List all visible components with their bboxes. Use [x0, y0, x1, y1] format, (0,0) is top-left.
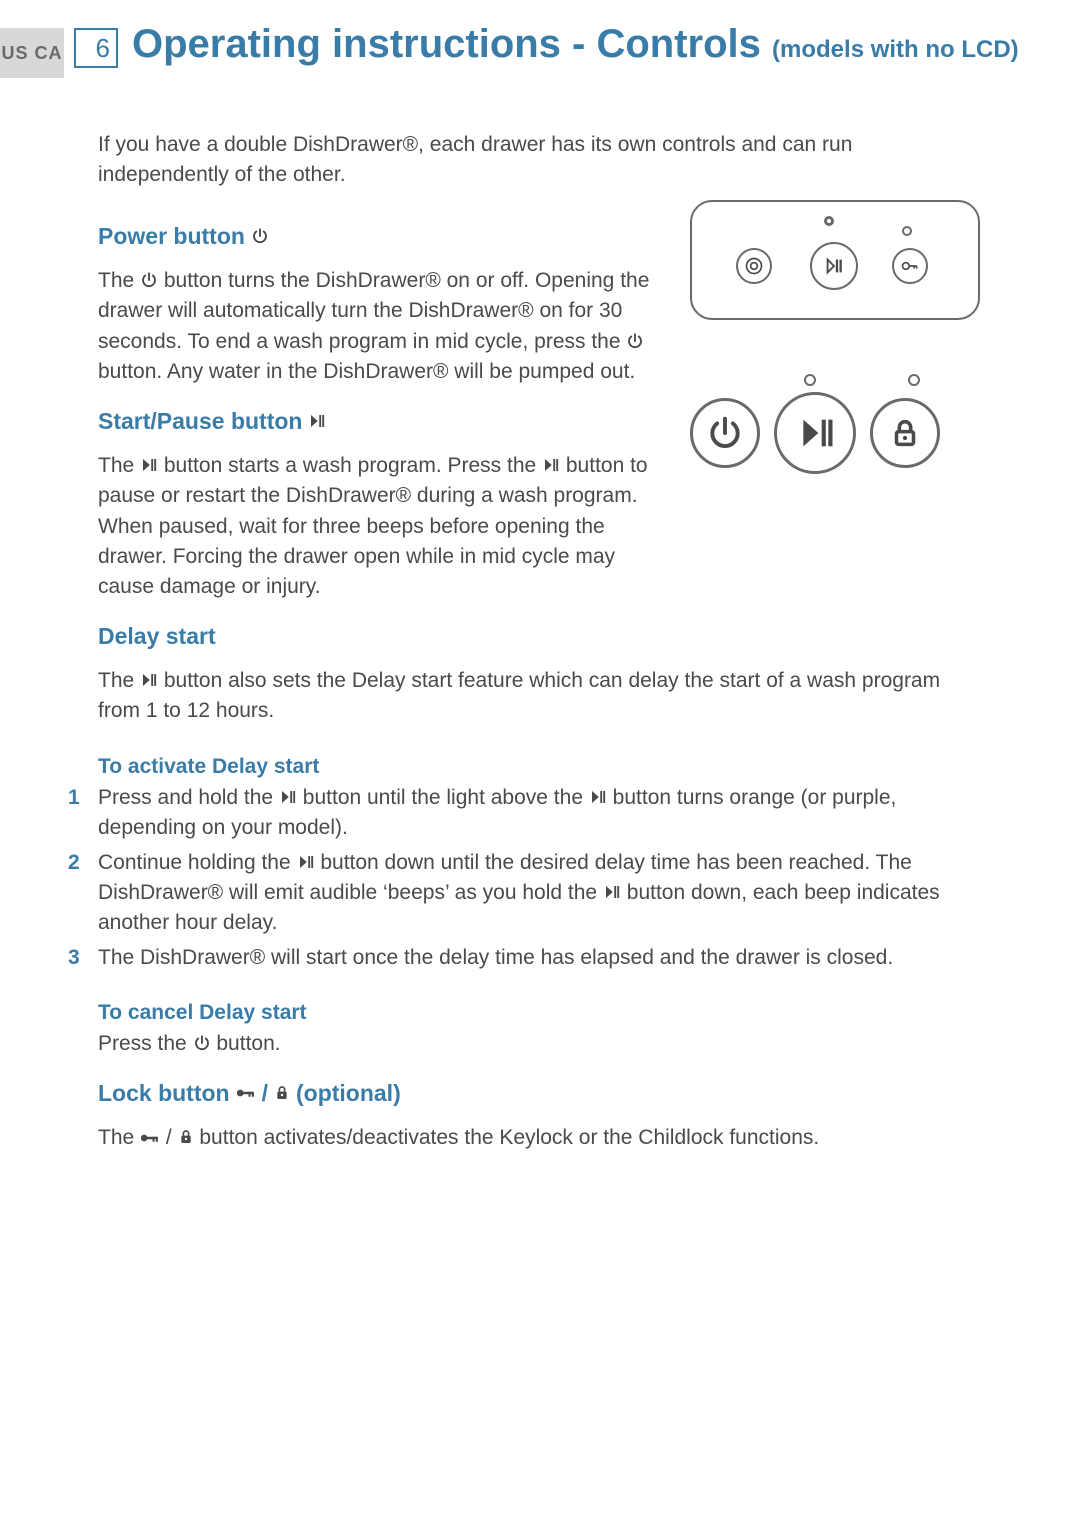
t: The — [98, 269, 140, 292]
power-body: The button turns the DishDrawer® on or o… — [98, 266, 668, 388]
play-pause-icon — [297, 853, 315, 871]
power-heading: Power button — [98, 223, 978, 250]
power-heading-text: Power button — [98, 223, 245, 250]
t: button. Any water in the DishDrawer® wil… — [98, 360, 635, 383]
t: Press and hold the — [98, 786, 279, 809]
delay-heading: Delay start — [98, 623, 978, 650]
power-icon — [626, 332, 644, 350]
step-number: 1 — [68, 783, 80, 813]
page-content: If you have a double DishDrawer®, each d… — [98, 130, 978, 1173]
cancel-heading: To cancel Delay start — [98, 1001, 978, 1025]
t: Continue holding the — [98, 851, 297, 874]
activate-heading: To activate Delay start — [98, 755, 978, 779]
power-icon — [193, 1034, 211, 1052]
t: button until the light above the — [297, 786, 589, 809]
play-pause-icon — [308, 412, 326, 430]
region-tab: US CA — [0, 28, 64, 78]
key-icon — [140, 1130, 160, 1146]
t: button starts a wash program. Press the — [158, 454, 542, 477]
t: button. — [211, 1032, 281, 1055]
step-3: 3 The DishDrawer® will start once the de… — [68, 943, 978, 973]
step-1: 1 Press and hold the button until the li… — [68, 783, 978, 844]
lock-heading: Lock button / (optional) — [98, 1080, 978, 1107]
power-icon — [251, 227, 269, 245]
t: Lock button — [98, 1080, 230, 1107]
t: button turns the DishDrawer® on or off. … — [98, 269, 649, 353]
padlock-icon — [178, 1128, 194, 1146]
startpause-body: The button starts a wash program. Press … — [98, 451, 668, 603]
play-pause-icon — [542, 456, 560, 474]
power-icon — [140, 271, 158, 289]
step-number: 3 — [68, 943, 80, 973]
t: The — [98, 454, 140, 477]
lock-body: The / button activates/deactivates the K… — [98, 1123, 978, 1153]
key-icon — [236, 1085, 256, 1101]
page-number-badge: 6 — [74, 28, 118, 68]
slash: / — [160, 1126, 178, 1149]
t: button also sets the Delay start feature… — [98, 669, 940, 722]
intro-text: If you have a double DishDrawer®, each d… — [98, 130, 978, 191]
padlock-icon — [274, 1084, 290, 1102]
delay-body: The button also sets the Delay start fea… — [98, 666, 978, 727]
step-number: 2 — [68, 848, 80, 878]
t: Press the — [98, 1032, 193, 1055]
page-title: Operating instructions - Controls (model… — [132, 22, 1019, 67]
startpause-heading-text: Start/Pause button — [98, 408, 302, 435]
t: The — [98, 1126, 140, 1149]
step-2: 2 Continue holding the button down until… — [68, 848, 978, 939]
cancel-body: Press the button. — [98, 1029, 978, 1059]
slash: / — [262, 1080, 268, 1107]
t: button activates/deactivates the Keylock… — [194, 1126, 820, 1149]
t: The — [98, 669, 140, 692]
activate-steps: 1 Press and hold the button until the li… — [98, 783, 978, 974]
play-pause-icon — [279, 788, 297, 806]
page-title-main: Operating instructions - Controls — [132, 22, 761, 66]
play-pause-icon — [589, 788, 607, 806]
startpause-heading: Start/Pause button — [98, 408, 978, 435]
play-pause-icon — [603, 883, 621, 901]
page-subtitle: (models with no LCD) — [772, 36, 1019, 63]
delay-heading-text: Delay start — [98, 623, 216, 650]
play-pause-icon — [140, 456, 158, 474]
t: (optional) — [296, 1080, 401, 1107]
play-pause-icon — [140, 671, 158, 689]
t: The DishDrawer® will start once the dela… — [98, 946, 893, 969]
